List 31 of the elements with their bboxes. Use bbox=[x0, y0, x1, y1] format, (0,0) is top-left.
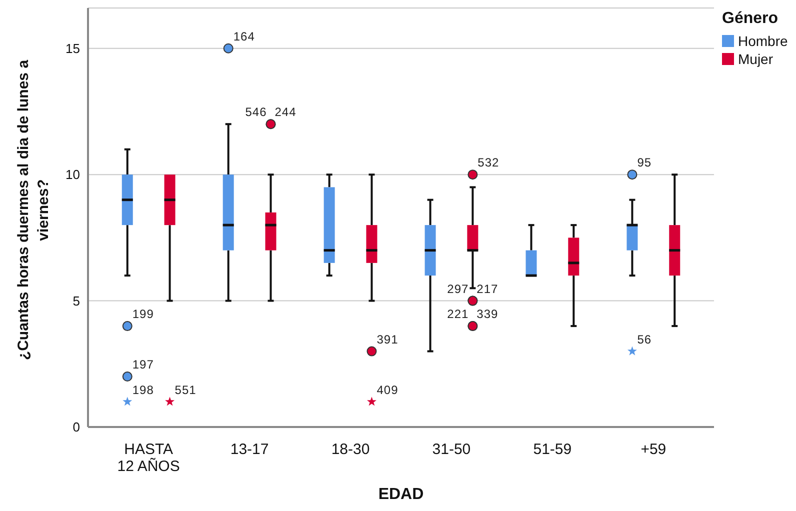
x-tick-label: 51-59 bbox=[533, 441, 572, 458]
legend-title: Género bbox=[722, 10, 780, 28]
y-tick-label: 5 bbox=[72, 293, 80, 308]
x-tick-label: 31-50 bbox=[432, 441, 471, 458]
x-tick-label: 13-17 bbox=[230, 441, 269, 458]
y-tick-label: 10 bbox=[66, 167, 80, 182]
annotation: 551 bbox=[174, 382, 196, 397]
annotation: 197 bbox=[132, 358, 154, 372]
y-tick-label: 15 bbox=[66, 41, 80, 56]
annotation: 532 bbox=[478, 156, 500, 170]
x-tick-label: 18-30 bbox=[331, 441, 370, 458]
x-tick-label: +59 bbox=[640, 441, 666, 458]
annotation: 217 bbox=[476, 282, 498, 296]
x-tick-label: HASTA 12 AÑOS bbox=[117, 441, 180, 475]
legend-label: Hombre bbox=[738, 33, 788, 49]
annotation: 297 bbox=[447, 282, 469, 296]
annotation: 546 bbox=[245, 105, 267, 120]
annotation: 95 bbox=[637, 156, 652, 170]
annotation: 56 bbox=[637, 332, 652, 346]
annotation: 391 bbox=[376, 332, 398, 346]
annotation: 244 bbox=[274, 105, 296, 120]
x-axis-title: EDAD bbox=[377, 486, 425, 504]
annotation: 164 bbox=[233, 29, 255, 44]
y-axis-title: ¿Cuantas horas duermes al dia de lunes a viernes? bbox=[14, 58, 53, 362]
annotation: 409 bbox=[376, 382, 398, 397]
annotation: 339 bbox=[476, 307, 498, 322]
annotation: 221 bbox=[447, 307, 469, 322]
legend-label: Mujer bbox=[738, 51, 774, 67]
y-tick-label: 0 bbox=[72, 420, 80, 435]
annotation: 199 bbox=[132, 307, 154, 322]
annotation: 198 bbox=[132, 382, 154, 397]
